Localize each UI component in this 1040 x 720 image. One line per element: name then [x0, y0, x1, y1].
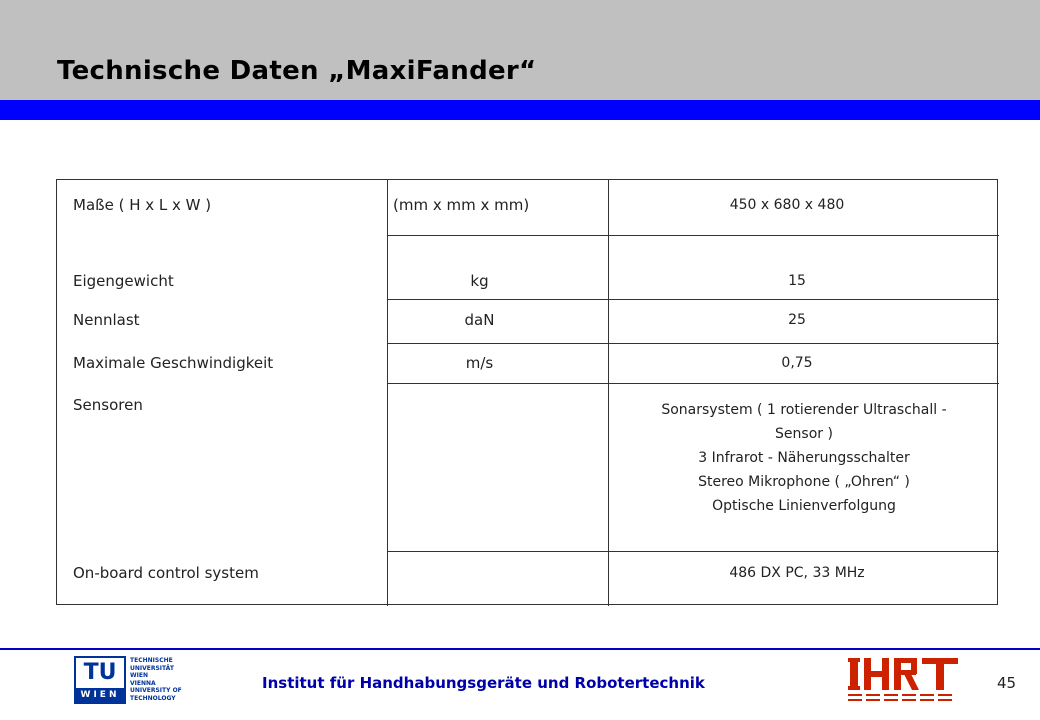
row-label: Maße ( H x L x W )	[73, 196, 212, 214]
sensor-line: 3 Infrarot - Näherungsschalter	[698, 450, 910, 466]
row-value: 450 x 680 x 480	[729, 197, 845, 213]
row-separator	[387, 551, 999, 552]
row-label: On-board control system	[73, 564, 259, 582]
column-divider	[608, 180, 609, 606]
row-value: 15	[788, 273, 806, 289]
row-unit: daN	[464, 311, 495, 329]
row-value: 25	[788, 312, 806, 328]
sensor-line: Optische Linienverfolgung	[712, 498, 896, 514]
tu-text-line: WIEN	[130, 672, 148, 679]
row-unit: m/s	[465, 354, 494, 372]
row-value: 0,75	[781, 355, 813, 371]
row-label: Nennlast	[73, 311, 140, 329]
row-separator	[387, 299, 999, 300]
row-label: Eigengewicht	[73, 272, 174, 290]
header-band	[0, 0, 1040, 100]
tu-wien-text: TECHNISCHE UNIVERSITÄT WIEN VIENNA UNIVE…	[130, 657, 190, 702]
footer-rule	[0, 648, 1040, 650]
row-separator	[387, 383, 999, 384]
tu-text-line: VIENNA	[130, 679, 156, 687]
row-unit: kg	[470, 272, 489, 290]
column-divider	[387, 180, 388, 606]
tu-logo-mark: TU	[83, 660, 117, 685]
row-label: Maximale Geschwindigkeit	[73, 354, 274, 372]
slide-title: Technische Daten „MaxiFander“	[57, 56, 537, 86]
tu-text-line: TECHNOLOGY	[130, 694, 176, 702]
tu-text-line: TECHNISCHE	[130, 657, 173, 664]
sensor-line: Sonarsystem ( 1 rotierender Ultraschall …	[661, 402, 947, 418]
row-label: Sensoren	[73, 396, 143, 414]
row-value: 486 DX PC, 33 MHz	[729, 565, 865, 581]
sensor-list: Sonarsystem ( 1 rotierender Ultraschall …	[609, 398, 999, 518]
tu-wien-logo: TU WIEN	[74, 656, 126, 704]
page-number: 45	[997, 674, 1017, 692]
institute-name: Institut für Handhabungsgeräte und Robot…	[262, 674, 705, 692]
row-separator	[387, 343, 999, 344]
sensor-line: Stereo Mikrophone ( „Ohren“ )	[698, 474, 910, 490]
row-separator	[387, 235, 999, 236]
sensor-line: Sensor )	[775, 426, 833, 442]
row-unit: (mm x mm x mm)	[393, 196, 530, 214]
tu-text-line: UNIVERSITY OF	[130, 687, 182, 694]
ihrt-logo-dashes	[848, 694, 952, 701]
header-accent-bar	[0, 100, 1040, 120]
ihrt-logo-letters	[848, 658, 958, 690]
tu-logo-sub: WIEN	[76, 688, 124, 702]
tu-text-line: UNIVERSITÄT	[130, 664, 174, 672]
ihrt-logo	[848, 658, 958, 701]
spec-table: Maße ( H x L x W ) (mm x mm x mm) 450 x …	[56, 179, 999, 606]
